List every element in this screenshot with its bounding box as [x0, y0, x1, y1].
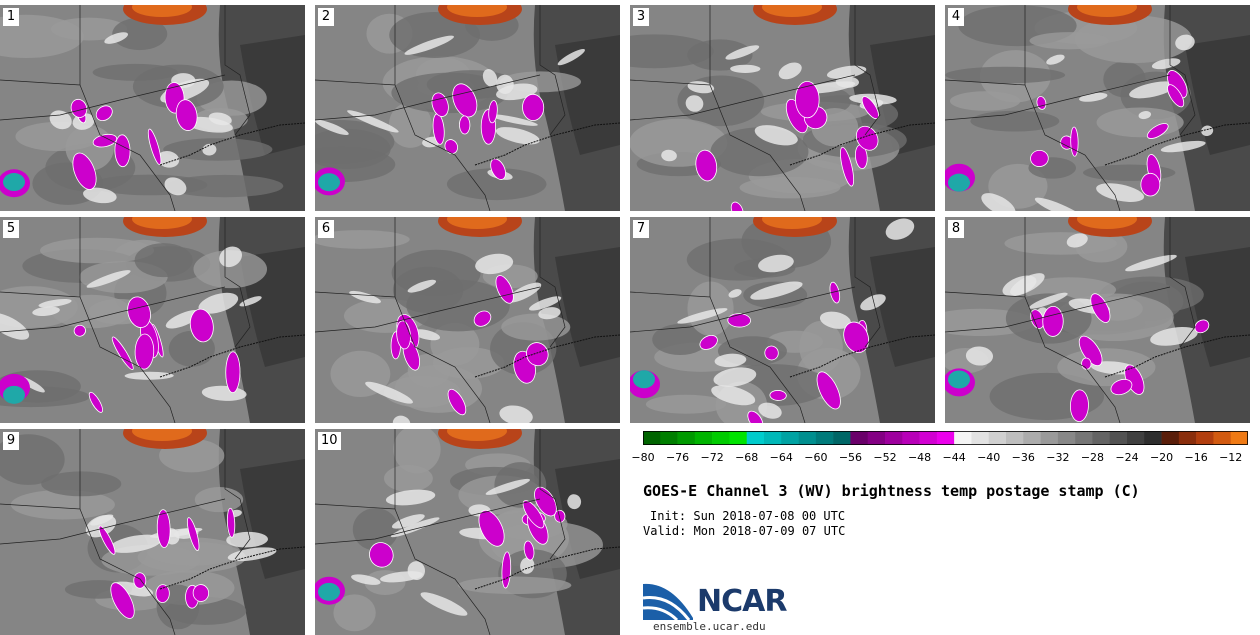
colorbar-bin — [954, 431, 972, 445]
panel-number: 8 — [948, 220, 964, 238]
colorbar-tick-label: −20 — [1149, 451, 1174, 464]
colorbar-bin — [1075, 431, 1093, 445]
panel-2: 2 — [315, 5, 620, 211]
colorbar-tick-label: −16 — [1184, 451, 1208, 464]
panel-number: 3 — [633, 8, 649, 26]
colorbar-bin — [1196, 431, 1214, 445]
colorbar-tick-label: −52 — [873, 451, 897, 464]
colorbar-bin — [1006, 431, 1024, 445]
colorbar-tick-label: −36 — [1011, 451, 1035, 464]
colorbar-tick-label: −56 — [838, 451, 863, 464]
panel-image — [0, 429, 305, 635]
ncar-swoosh-icon — [642, 583, 693, 622]
colorbar-bin — [988, 431, 1007, 445]
colorbar-bin — [1057, 431, 1076, 445]
chart-title: GOES-E Channel 3 (WV) brightness temp po… — [643, 482, 1140, 500]
colorbar-bin — [1109, 431, 1128, 445]
colorbar-bin — [902, 431, 920, 445]
logo-text: NCAR — [697, 584, 787, 619]
colorbar-bin — [936, 431, 955, 445]
colorbar-tick-label: −48 — [907, 451, 932, 464]
panel-image — [945, 5, 1250, 211]
colorbar-bin — [1092, 431, 1111, 445]
colorbar-tick-label: −28 — [1080, 451, 1105, 464]
colorbar-bin — [1213, 431, 1232, 445]
colorbar-tick-label: −68 — [735, 451, 759, 464]
panel-3: 3 — [630, 5, 935, 211]
colorbar-bin — [1127, 431, 1145, 445]
panel-image — [315, 217, 620, 423]
colorbar-bin — [850, 431, 869, 445]
colorbar-bin — [781, 431, 799, 445]
panel-image — [945, 217, 1250, 423]
colorbar-bin — [867, 431, 886, 445]
colorbar-tick-label: −44 — [942, 451, 966, 464]
panel-number: 9 — [3, 432, 19, 450]
colorbar-bin — [660, 431, 678, 445]
panel-image — [315, 429, 620, 635]
ncar-logo: NCAR — [642, 578, 803, 622]
panel-8: 8 — [945, 217, 1250, 423]
colorbar-tick-label: −24 — [1115, 451, 1139, 464]
panel-image — [630, 217, 935, 423]
colorbar-bin — [815, 431, 834, 445]
panel-image — [0, 5, 305, 211]
colorbar-bin — [1023, 431, 1041, 445]
panel-4: 4 — [945, 5, 1250, 211]
colorbar — [643, 431, 1248, 445]
colorbar-bin — [971, 431, 990, 445]
colorbar-bin — [729, 431, 748, 445]
panel-10: 10 — [315, 429, 620, 635]
panel-number: 5 — [3, 220, 19, 238]
panel-image — [630, 5, 935, 211]
panel-5: 5 — [0, 217, 305, 423]
colorbar-bin — [1040, 431, 1059, 445]
colorbar-tick-label: −80 — [631, 451, 655, 464]
panel-number: 2 — [318, 8, 334, 26]
colorbar-bin — [885, 431, 903, 445]
colorbar-tick-label: −40 — [977, 451, 1001, 464]
colorbar-bin — [798, 431, 817, 445]
panel-number: 4 — [948, 8, 964, 26]
colorbar-bin — [746, 431, 765, 445]
panel-6: 6 — [315, 217, 620, 423]
colorbar-bin — [643, 431, 661, 445]
panel-number: 1 — [3, 8, 19, 26]
colorbar-tick-label: −64 — [769, 451, 793, 464]
colorbar-tick-label: −60 — [804, 451, 828, 464]
colorbar-bin — [1161, 431, 1180, 445]
init-time: Init: Sun 2018-07-08 00 UTC — [650, 509, 846, 523]
colorbar-bin — [677, 431, 696, 445]
panel-9: 9 — [0, 429, 305, 635]
panel-1: 1 — [0, 5, 305, 211]
colorbar-tick-label: −12 — [1219, 451, 1243, 464]
colorbar-bin — [764, 431, 782, 445]
panel-image — [315, 5, 620, 211]
colorbar-tick-label: −32 — [1046, 451, 1070, 464]
colorbar-bin — [1230, 431, 1248, 445]
panel-number: 10 — [318, 432, 341, 450]
panel-7: 7 — [630, 217, 935, 423]
colorbar-bin — [833, 431, 851, 445]
panel-number: 6 — [318, 220, 334, 238]
colorbar-bin — [1144, 431, 1162, 445]
colorbar-bin — [712, 431, 730, 445]
colorbar-bin — [694, 431, 713, 445]
valid-time: Valid: Mon 2018-07-09 07 UTC — [643, 524, 846, 538]
panel-number: 7 — [633, 220, 649, 238]
colorbar-bin — [1178, 431, 1197, 445]
colorbar-tick-label: −72 — [700, 451, 724, 464]
colorbar-bin — [919, 431, 938, 445]
colorbar-tick-label: −76 — [665, 451, 690, 464]
panel-image — [0, 217, 305, 423]
ensemble-url: ensemble.ucar.edu — [653, 620, 766, 633]
